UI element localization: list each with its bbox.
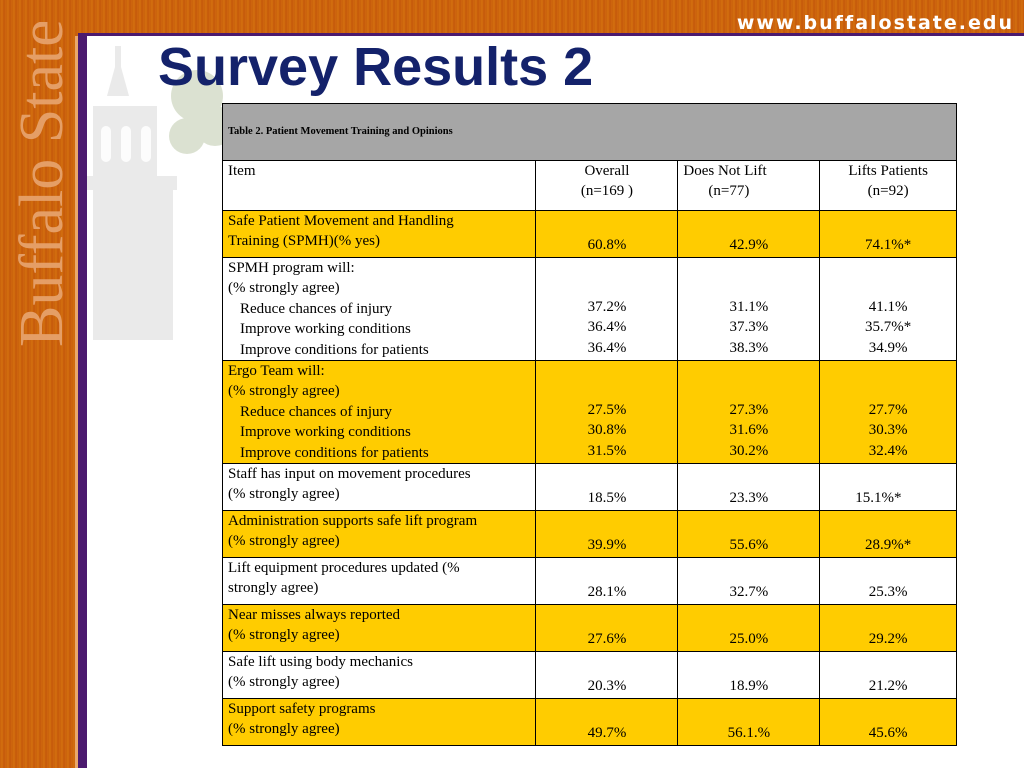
brand-logo: Buffalo State (12, 22, 72, 347)
value-does-not-lift: 27.3% 31.6% 30.2% (677, 360, 821, 465)
value-lifts-patients: 27.7% 30.3% 32.4% (819, 360, 957, 465)
top-banner (0, 0, 1024, 36)
value-overall: 27.6% (535, 604, 679, 653)
row-item: SPMH program will: (% strongly agree) Re… (221, 256, 537, 362)
table-row: Administration supports safe lift progra… (221, 510, 957, 559)
row-item: Safe lift using body mechanics (% strong… (221, 651, 537, 700)
value-overall: 27.5% 30.8% 31.5% (535, 360, 679, 465)
table-row: Safe Patient Movement and Handling Train… (221, 210, 957, 258)
row-item: Staff has input on movement procedures (… (221, 463, 537, 512)
value-does-not-lift: 31.1% 37.3% 38.3% (677, 256, 821, 362)
column-header-item: Item (221, 160, 537, 211)
value-does-not-lift: 55.6% (677, 510, 821, 559)
value-does-not-lift: 56.1.% (677, 698, 821, 747)
row-item: Lift equipment procedures updated (% str… (221, 557, 537, 606)
row-item: Near misses always reported (% strongly … (221, 604, 537, 653)
value-lifts-patients: 28.9%* (819, 510, 957, 559)
row-item: Ergo Team will: (% strongly agree) Reduc… (221, 360, 537, 465)
value-lifts-patients: 29.2% (819, 604, 957, 653)
table-row: Safe lift using body mechanics (% strong… (221, 651, 957, 700)
table-row: SPMH program will: (% strongly agree) Re… (221, 256, 957, 362)
value-does-not-lift: 25.0% (677, 604, 821, 653)
site-url: www.buffalostate.edu (736, 12, 1014, 34)
building-illustration (87, 46, 235, 340)
value-overall: 39.9% (535, 510, 679, 559)
table-caption: Table 2. Patient Movement Training and O… (222, 103, 957, 161)
column-header-does-not-lift: Does Not Lift (n=77) (677, 160, 821, 211)
column-header-lifts-patients: Lifts Patients (n=92) (819, 160, 957, 211)
value-overall: 18.5% (535, 463, 679, 512)
value-does-not-lift: 42.9% (677, 210, 821, 258)
column-header-overall: Overall (n=169 ) (535, 160, 679, 211)
value-lifts-patients: 21.2% (819, 651, 957, 700)
table-header-row: Item Overall (n=169 ) Does Not Lift (n=7… (221, 160, 957, 211)
value-overall: 60.8% (535, 210, 679, 258)
table-caption-row: Table 2. Patient Movement Training and O… (222, 103, 957, 161)
divider-light (75, 36, 78, 768)
value-does-not-lift: 32.7% (677, 557, 821, 606)
value-overall: 20.3% (535, 651, 679, 700)
value-overall: 49.7% (535, 698, 679, 747)
brand-text: Buffalo State (12, 22, 72, 347)
results-table: Table 2. Patient Movement Training and O… (221, 103, 957, 747)
row-item: Safe Patient Movement and Handling Train… (221, 210, 537, 258)
value-lifts-patients: 25.3% (819, 557, 957, 606)
table-row: Ergo Team will: (% strongly agree) Reduc… (221, 360, 957, 465)
slide-title: Survey Results 2 (158, 37, 594, 97)
table-row: Lift equipment procedures updated (% str… (221, 557, 957, 606)
left-banner (0, 0, 78, 768)
divider-horizontal (78, 33, 1024, 36)
row-item: Administration supports safe lift progra… (221, 510, 537, 559)
table-row: Staff has input on movement procedures (… (221, 463, 957, 512)
table-row: Near misses always reported (% strongly … (221, 604, 957, 653)
table-row: Support safety programs (% strongly agre… (221, 698, 957, 747)
row-item: Support safety programs (% strongly agre… (221, 698, 537, 747)
divider-vertical (78, 36, 87, 768)
value-lifts-patients: 45.6% (819, 698, 957, 747)
value-lifts-patients: 74.1%* (819, 210, 957, 258)
value-does-not-lift: 18.9% (677, 651, 821, 700)
value-does-not-lift: 23.3% (677, 463, 821, 512)
value-overall: 28.1% (535, 557, 679, 606)
value-overall: 37.2% 36.4% 36.4% (535, 256, 679, 362)
value-lifts-patients: 15.1%* (819, 463, 957, 512)
value-lifts-patients: 41.1% 35.7%* 34.9% (819, 256, 957, 362)
